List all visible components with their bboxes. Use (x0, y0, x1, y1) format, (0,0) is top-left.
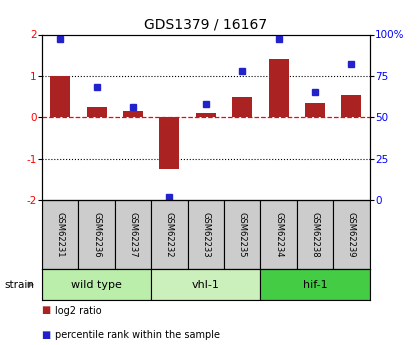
Bar (269, 59, 289, 117)
Text: hif-1: hif-1 (303, 280, 327, 289)
Text: GSM62233: GSM62233 (201, 212, 210, 257)
Bar (87, 107, 107, 117)
Bar (260, 269, 370, 300)
Bar (151, 269, 260, 300)
Bar (260, 200, 297, 269)
Text: GSM62232: GSM62232 (165, 212, 174, 257)
Bar (151, 200, 188, 269)
Text: vhl-1: vhl-1 (192, 280, 220, 289)
Bar (115, 200, 151, 269)
Text: GSM62237: GSM62237 (129, 212, 137, 257)
Bar (160, 117, 179, 169)
Bar (42, 269, 151, 300)
Bar (123, 111, 143, 117)
Bar (50, 76, 70, 117)
Bar (42, 200, 79, 269)
Bar (196, 113, 216, 117)
Text: wild type: wild type (71, 280, 122, 289)
Bar (341, 95, 362, 117)
Text: log2 ratio: log2 ratio (55, 306, 101, 315)
Text: GSM62235: GSM62235 (238, 212, 247, 257)
Text: GSM62231: GSM62231 (56, 212, 65, 257)
Bar (297, 200, 333, 269)
Text: GSM62236: GSM62236 (92, 212, 101, 257)
Bar (232, 97, 252, 117)
Text: GSM62239: GSM62239 (347, 212, 356, 257)
Bar (305, 103, 325, 117)
Text: strain: strain (4, 280, 34, 289)
Bar (333, 200, 370, 269)
Text: ■: ■ (42, 330, 51, 339)
Bar (79, 200, 115, 269)
Bar (188, 200, 224, 269)
Text: GSM62234: GSM62234 (274, 212, 283, 257)
Title: GDS1379 / 16167: GDS1379 / 16167 (144, 18, 268, 32)
Text: GSM62238: GSM62238 (310, 212, 320, 257)
Text: ■: ■ (42, 306, 51, 315)
Bar (224, 200, 260, 269)
Text: percentile rank within the sample: percentile rank within the sample (55, 330, 220, 339)
